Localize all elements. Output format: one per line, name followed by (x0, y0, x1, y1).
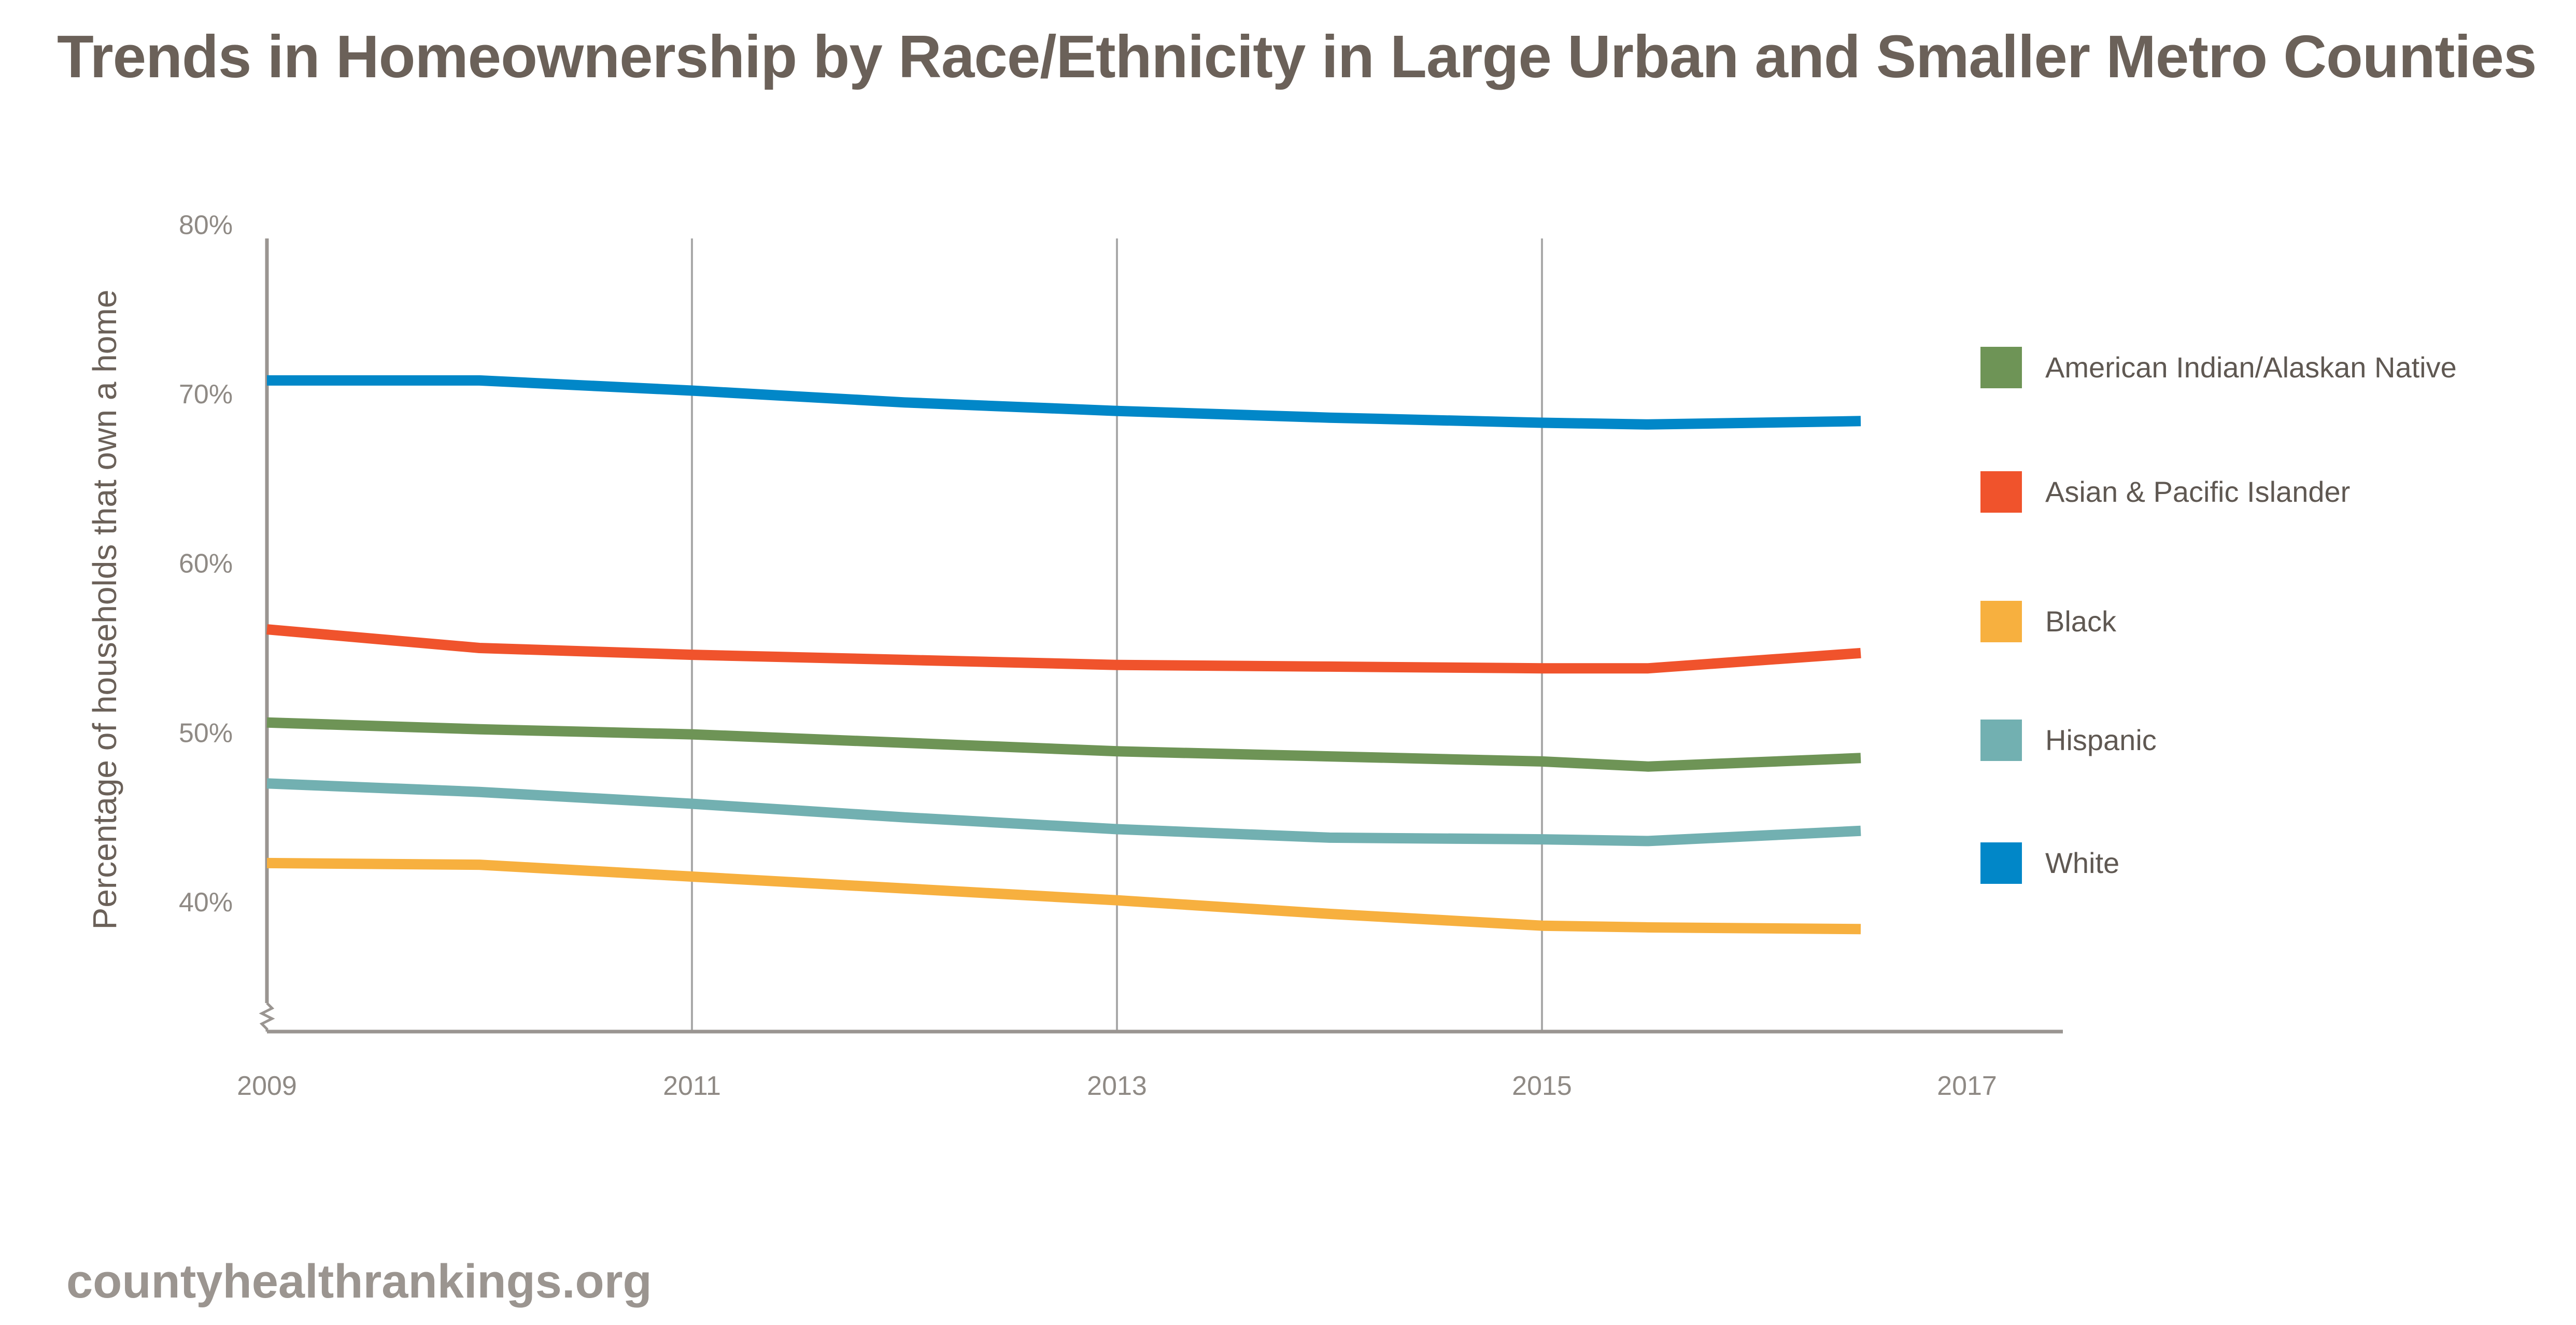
legend-label: Black (2045, 605, 2117, 638)
legend-swatch (1980, 347, 2022, 388)
legend: American Indian/Alaskan Native Asian & Pa… (1980, 347, 2457, 884)
series-line-black (266, 857, 1861, 935)
legend-label: Asian & Pacific Islander (2045, 475, 2350, 508)
legend-item-white: White (1980, 842, 2119, 884)
series-lines (266, 375, 1861, 935)
x-tick-label: 2015 (1512, 1071, 1572, 1101)
series-line-american-indian-alaskan-native (266, 717, 1861, 772)
legend-item-black: Black (1980, 601, 2117, 642)
legend-swatch (1980, 601, 2022, 642)
legend-label: Hispanic (2045, 724, 2157, 756)
y-axis-label: Percentage of households that own a home (86, 290, 123, 930)
x-tick-label: 2017 (1937, 1071, 1997, 1101)
y-tick-label: 80% (179, 210, 233, 240)
chart-title: Trends in Homeownership by Race/Ethnicit… (57, 23, 2537, 90)
x-tick-label: 2009 (237, 1071, 297, 1101)
legend-swatch (1980, 720, 2022, 761)
y-tick-labels: 40% 50% 60% 70% 80% (179, 210, 233, 918)
legend-label: American Indian/Alaskan Native (2045, 351, 2457, 384)
x-tick-label: 2011 (663, 1071, 721, 1101)
y-tick-label: 60% (179, 549, 233, 579)
legend-swatch (1980, 842, 2022, 884)
series-line-asian-pacific-islander (266, 624, 1861, 674)
y-axis-break (259, 1002, 275, 1032)
x-tick-label: 2013 (1087, 1071, 1147, 1101)
legend-item-asian-pacific-islander: Asian & Pacific Islander (1980, 471, 2350, 513)
legend-item-hispanic: Hispanic (1980, 720, 2157, 761)
legend-swatch (1980, 471, 2022, 513)
y-tick-label: 40% (179, 887, 233, 918)
axes (259, 238, 2063, 1034)
series-line-hispanic (266, 778, 1861, 847)
gridlines (691, 238, 1543, 1032)
y-tick-label: 70% (179, 379, 233, 410)
footer-source: countyhealthrankings.org (66, 1255, 652, 1308)
legend-item-american-indian-alaskan-native: American Indian/Alaskan Native (1980, 347, 2457, 388)
series-line-white (267, 375, 1861, 430)
legend-label: White (2045, 847, 2119, 879)
x-tick-labels: 2009 2011 2013 2015 2017 (237, 1071, 1997, 1101)
y-tick-label: 50% (179, 718, 233, 748)
